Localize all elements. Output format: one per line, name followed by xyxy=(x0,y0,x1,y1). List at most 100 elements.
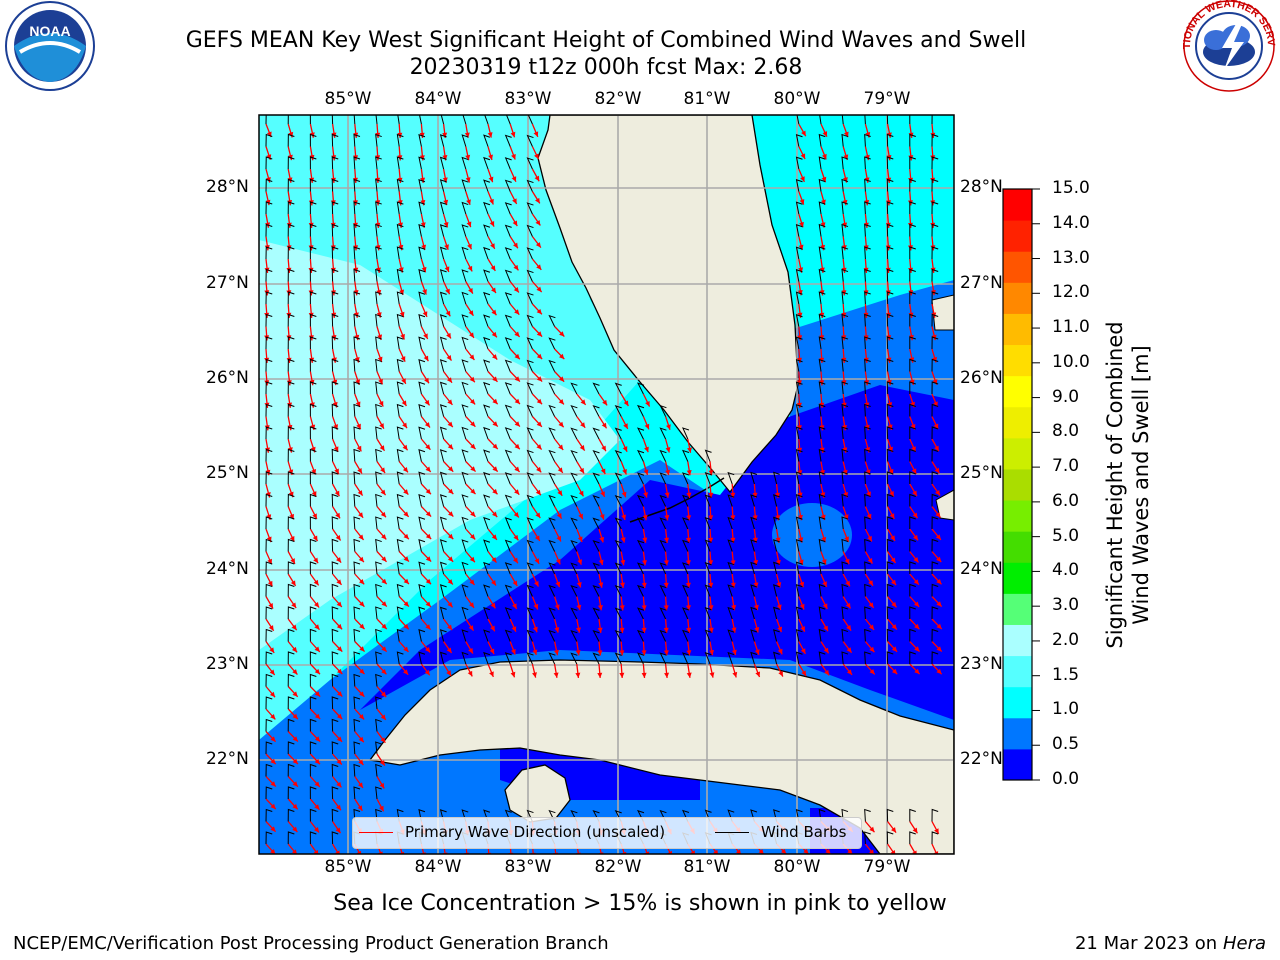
wind-barb xyxy=(439,201,447,215)
wind-barb xyxy=(375,291,382,305)
wind-barb xyxy=(461,539,469,552)
wind-barb xyxy=(287,246,295,260)
wind-barb xyxy=(526,629,534,642)
wind-barb xyxy=(309,538,317,552)
wave-direction-arrowhead xyxy=(378,378,383,385)
wind-barb xyxy=(265,471,273,485)
wave-direction-arrowhead xyxy=(821,559,827,565)
wave-direction-arrowhead xyxy=(334,468,339,475)
wind-barb xyxy=(461,404,469,417)
wave-direction-arrowhead xyxy=(514,421,520,427)
wind-barb xyxy=(704,607,712,620)
wind-barb xyxy=(931,448,939,462)
wave-direction-arrowhead xyxy=(913,601,920,607)
wind-barb xyxy=(750,561,758,575)
wind-barb xyxy=(396,583,404,597)
wave-direction-arrowhead xyxy=(492,511,498,518)
wind-barb xyxy=(682,517,690,530)
wave-direction-arrowhead xyxy=(425,578,432,585)
wave-direction-arrowhead xyxy=(424,399,430,406)
wind-barb xyxy=(504,427,512,440)
colorbar-band xyxy=(1003,468,1032,501)
wind-barb xyxy=(864,201,871,215)
wave-direction-arrowhead xyxy=(663,582,669,588)
wind-barb xyxy=(682,539,690,552)
wave-direction-arrowhead xyxy=(492,488,498,495)
wind-barb xyxy=(750,539,758,552)
wave-direction-arrowhead xyxy=(492,398,498,405)
wave-direction-arrowhead xyxy=(934,445,939,452)
wave-direction-arrowhead xyxy=(686,650,692,656)
wind-barb xyxy=(886,291,894,305)
wind-barb xyxy=(570,494,578,507)
wind-barb xyxy=(265,741,273,755)
wave-direction-arrowhead xyxy=(597,672,603,678)
wind-barb xyxy=(637,382,645,395)
wave-direction-arrowhead xyxy=(936,578,942,585)
wave-direction-arrowhead xyxy=(752,515,758,521)
wind-barb xyxy=(461,629,469,642)
wind-barb xyxy=(309,493,317,507)
wind-barb xyxy=(614,472,622,485)
wind-barb xyxy=(309,516,317,530)
wave-direction-arrowhead xyxy=(401,400,407,406)
wave-direction-arrowhead xyxy=(579,467,585,474)
wave-direction-arrowhead xyxy=(797,289,803,296)
wind-barb xyxy=(287,133,295,147)
wind-barb xyxy=(287,808,295,822)
wind-barb xyxy=(909,426,916,440)
colorbar-tick-label: 4.0 xyxy=(1052,560,1080,581)
wave-direction-arrowhead xyxy=(799,603,805,610)
colorbar xyxy=(1003,188,1040,781)
wave-direction-arrowhead xyxy=(914,623,920,630)
wave-direction-arrowhead xyxy=(536,466,542,473)
wind-barb xyxy=(592,427,600,440)
wind-barb xyxy=(931,606,939,620)
wind-barb xyxy=(265,156,273,170)
wind-barb xyxy=(309,358,317,372)
wave-direction-arrowhead xyxy=(356,445,362,452)
wave-direction-arrowhead xyxy=(335,850,340,854)
wave-direction-arrowhead xyxy=(577,536,583,542)
wave-direction-arrowhead xyxy=(420,177,426,183)
wind-barb xyxy=(909,471,916,485)
lon-label-top: 81°W xyxy=(683,89,731,109)
wind-barb xyxy=(375,381,382,395)
wave-direction-arrowhead xyxy=(513,242,518,249)
wind-barb xyxy=(818,336,826,350)
wind-barb xyxy=(353,291,361,305)
wind-barb xyxy=(909,268,916,282)
wave-direction-arrowhead xyxy=(286,267,292,273)
wave-direction-arrowhead xyxy=(665,469,670,476)
wind-barb xyxy=(331,223,339,237)
wave-direction-arrowhead xyxy=(730,560,736,566)
wave-direction-arrowhead xyxy=(536,353,543,360)
wave-direction-arrowhead xyxy=(536,331,543,337)
wind-barb xyxy=(353,426,361,440)
wave-direction-arrowhead xyxy=(491,579,496,586)
wave-direction-arrowhead xyxy=(511,176,517,182)
wind-barb xyxy=(750,629,758,642)
wind-barb xyxy=(526,269,534,282)
wind-barb xyxy=(353,246,361,260)
wave-direction-arrowhead xyxy=(469,354,475,361)
wind-barb xyxy=(548,539,556,552)
wind-barb xyxy=(614,382,622,395)
wave-direction-arrowhead xyxy=(292,758,298,765)
colorbar-tick-label: 0.5 xyxy=(1052,734,1080,755)
wind-barb xyxy=(682,494,690,507)
wind-barb xyxy=(909,156,916,170)
wind-barb xyxy=(818,178,826,192)
wave-direction-arrowhead xyxy=(333,446,339,452)
wind-barb xyxy=(526,404,534,417)
wind-barb xyxy=(614,404,622,417)
wind-barb xyxy=(526,562,534,575)
wind-barb xyxy=(331,831,339,845)
wave-direction-arrowhead xyxy=(380,691,387,698)
wind-barb xyxy=(795,403,803,417)
wind-barb xyxy=(704,629,712,642)
lat-label-right: 27°N xyxy=(960,273,1003,293)
wind-barb xyxy=(418,291,426,305)
wave-direction-arrowhead xyxy=(356,850,362,854)
wind-barb xyxy=(418,448,426,462)
